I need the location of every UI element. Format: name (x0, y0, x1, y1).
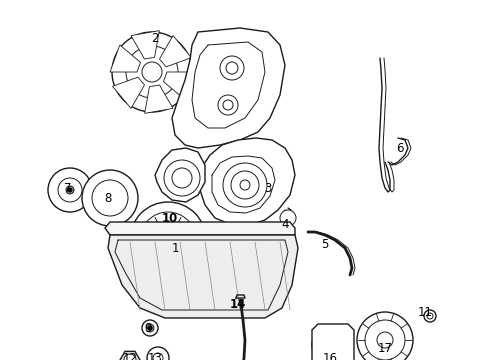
Circle shape (357, 312, 413, 360)
Circle shape (147, 347, 169, 360)
Text: 17: 17 (377, 342, 392, 355)
Circle shape (82, 170, 138, 226)
Polygon shape (164, 72, 194, 99)
Circle shape (365, 320, 405, 360)
Circle shape (312, 325, 352, 360)
Circle shape (330, 343, 334, 347)
Circle shape (327, 340, 337, 350)
Circle shape (66, 186, 74, 194)
Circle shape (164, 236, 172, 244)
Circle shape (130, 202, 206, 278)
Circle shape (172, 168, 192, 188)
Circle shape (124, 354, 136, 360)
Circle shape (154, 226, 182, 254)
Polygon shape (155, 148, 205, 202)
Text: 12: 12 (122, 351, 138, 360)
Circle shape (148, 326, 152, 330)
Text: 6: 6 (396, 141, 404, 154)
Polygon shape (110, 45, 141, 72)
Circle shape (254, 244, 270, 260)
Circle shape (280, 210, 296, 226)
Text: 1: 1 (171, 242, 179, 255)
Polygon shape (200, 138, 295, 225)
Circle shape (223, 163, 267, 207)
Text: 9: 9 (144, 321, 152, 334)
Polygon shape (105, 222, 295, 235)
Text: 5: 5 (321, 238, 329, 252)
Text: 7: 7 (64, 181, 72, 194)
Circle shape (220, 56, 244, 80)
Circle shape (153, 353, 163, 360)
Text: 14: 14 (230, 298, 246, 311)
Circle shape (146, 324, 154, 332)
Circle shape (142, 62, 162, 82)
Circle shape (424, 310, 436, 322)
Circle shape (166, 238, 170, 242)
Text: 4: 4 (281, 219, 289, 231)
Polygon shape (131, 31, 159, 59)
Circle shape (92, 180, 128, 216)
Circle shape (48, 168, 92, 212)
Circle shape (223, 100, 233, 110)
Polygon shape (240, 228, 282, 275)
Circle shape (126, 46, 178, 98)
Polygon shape (160, 36, 192, 67)
Circle shape (320, 333, 344, 357)
Polygon shape (113, 77, 145, 108)
Circle shape (68, 188, 72, 192)
Text: 13: 13 (147, 351, 163, 360)
Circle shape (140, 212, 196, 268)
Polygon shape (145, 85, 173, 113)
Circle shape (226, 62, 238, 74)
Circle shape (164, 160, 200, 196)
Circle shape (112, 32, 192, 112)
Circle shape (58, 178, 82, 202)
Circle shape (218, 95, 238, 115)
Circle shape (427, 313, 433, 319)
Text: 11: 11 (417, 306, 433, 319)
Circle shape (142, 320, 158, 336)
Text: 2: 2 (151, 31, 159, 45)
Polygon shape (172, 28, 285, 148)
Text: 10: 10 (162, 211, 178, 225)
Text: 8: 8 (104, 192, 112, 204)
Text: 16: 16 (322, 351, 338, 360)
Polygon shape (120, 351, 140, 360)
Circle shape (377, 332, 393, 348)
Circle shape (231, 171, 259, 199)
Circle shape (240, 180, 250, 190)
Text: 3: 3 (264, 181, 271, 194)
Polygon shape (312, 324, 354, 360)
Polygon shape (108, 235, 298, 318)
